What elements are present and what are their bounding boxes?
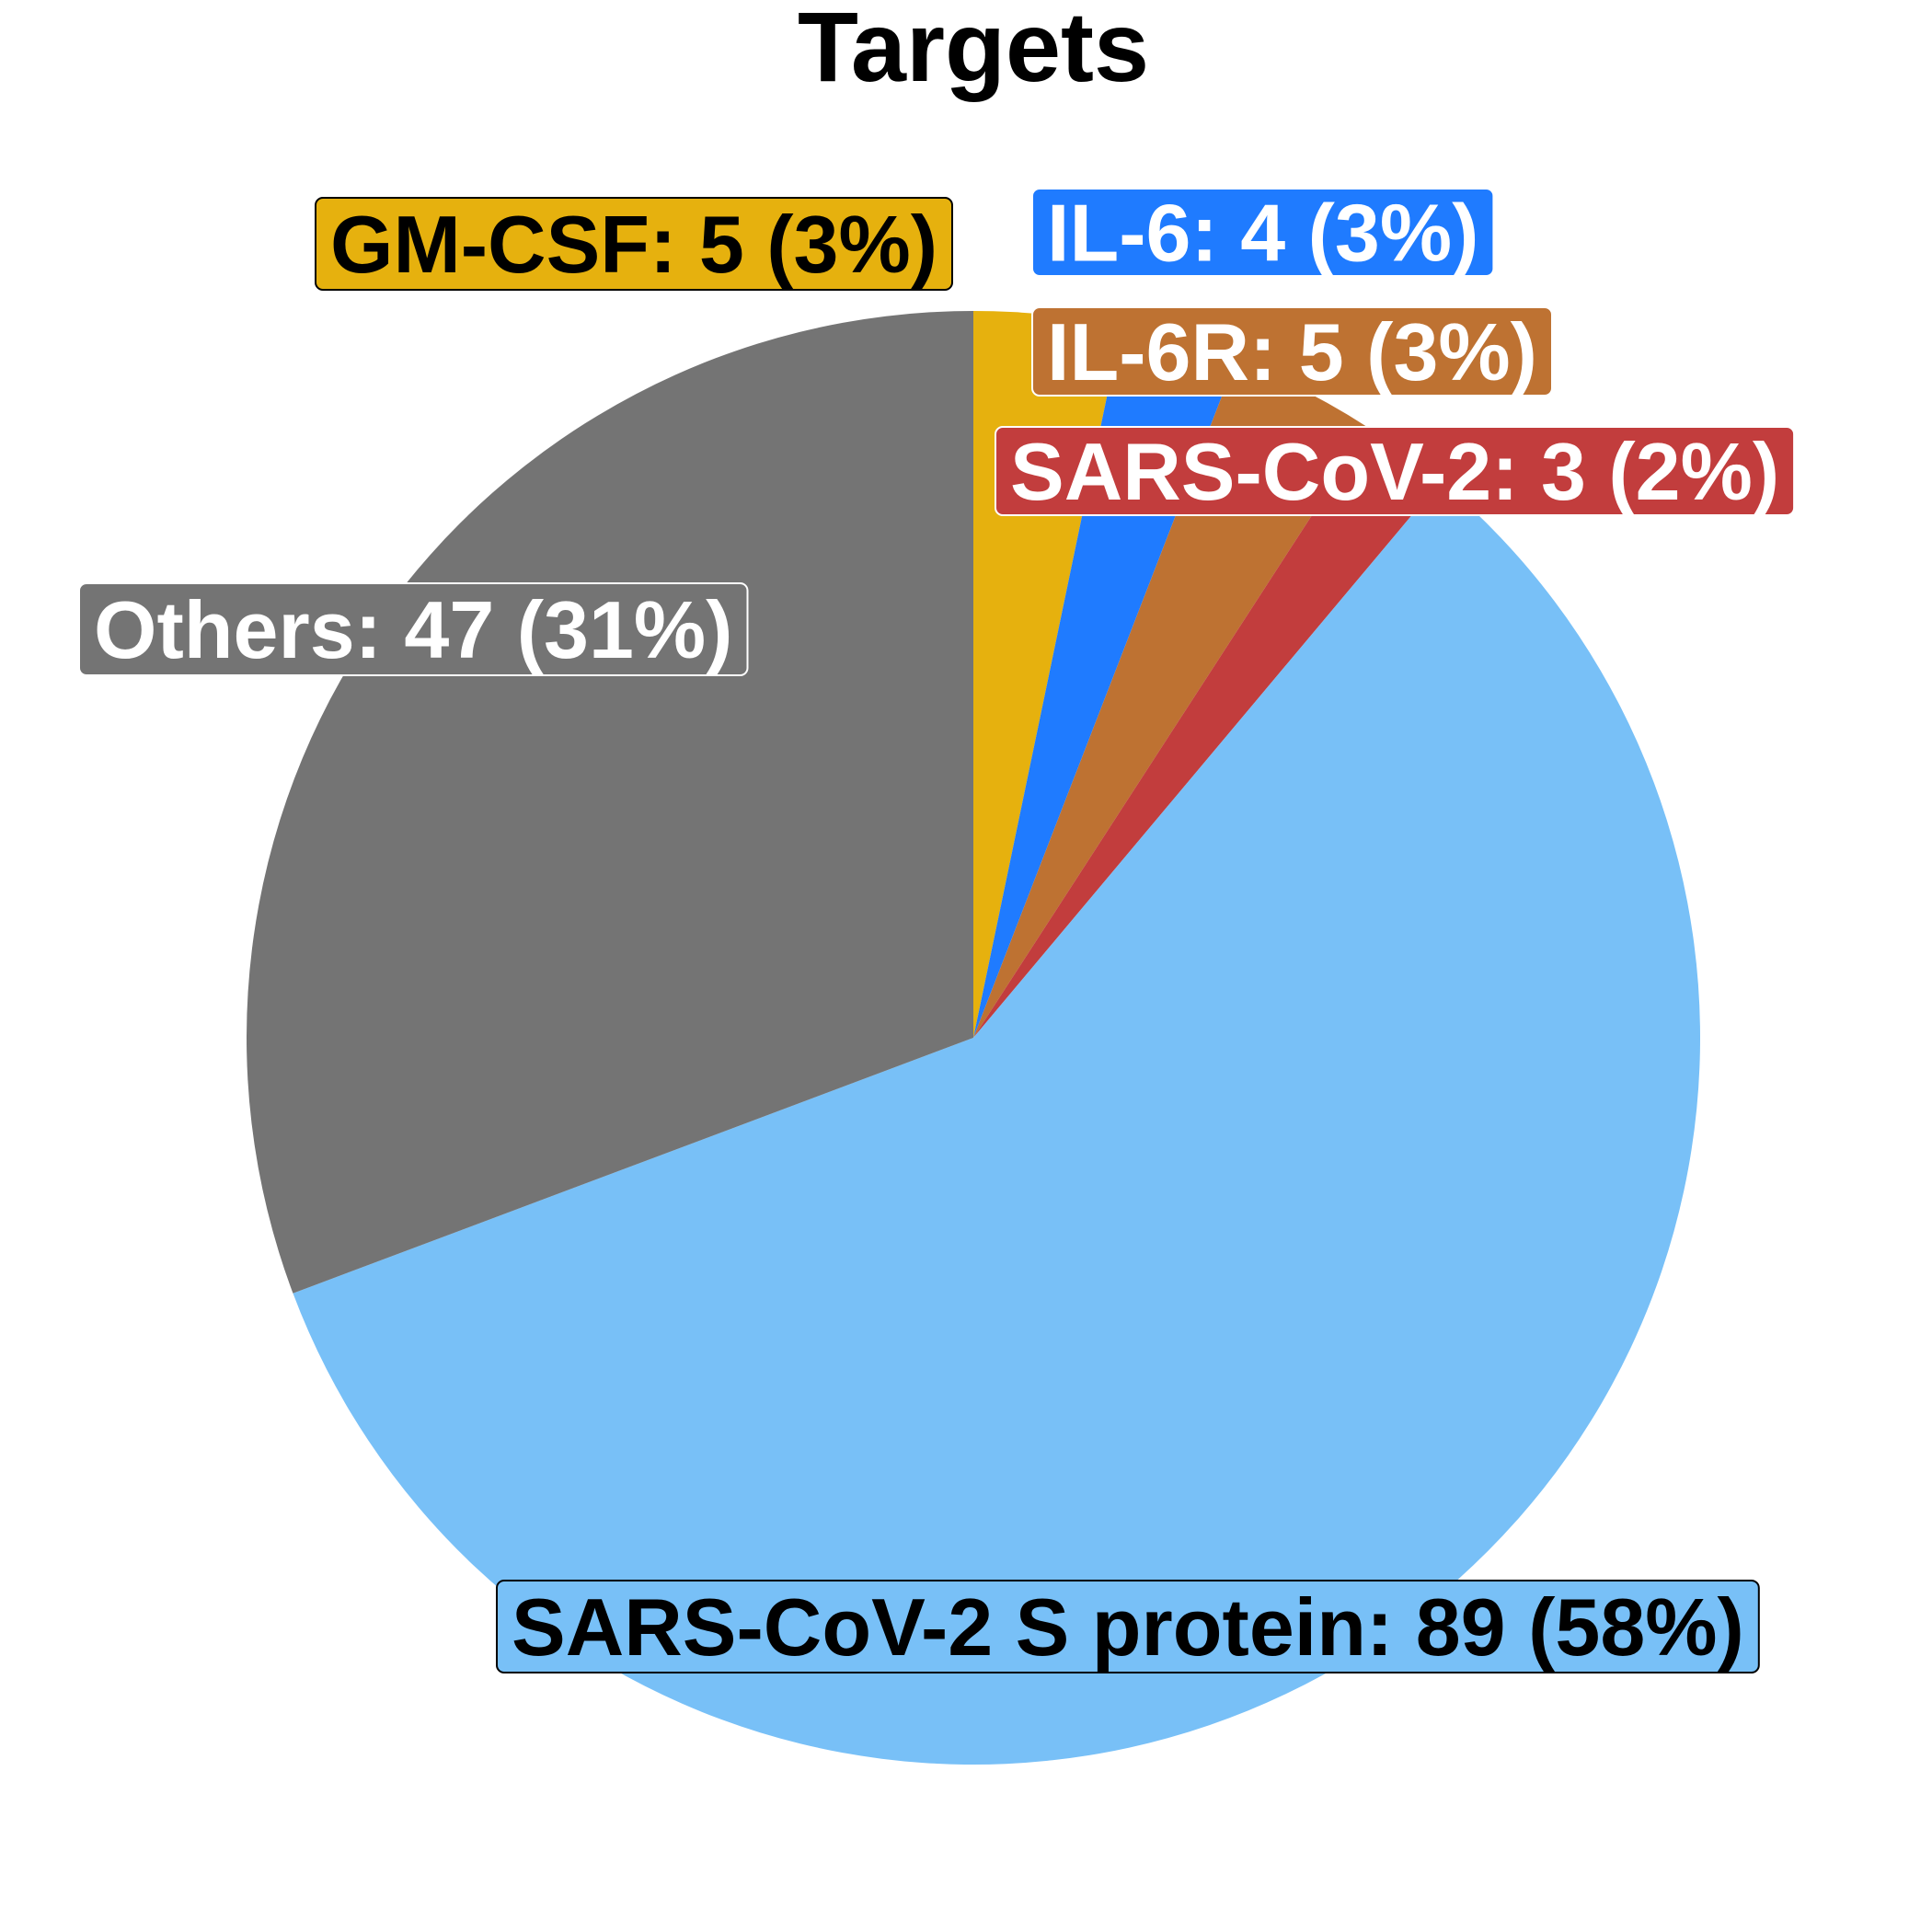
slice-label-box [315, 197, 953, 291]
slice-label-il-6r: IL-6R: 5 (3%) [1031, 306, 1553, 397]
slice-label-box [496, 1580, 1760, 1673]
slice-label-box [995, 426, 1796, 516]
slice-label-text: IL-6R: 5 (3%) [1047, 306, 1537, 397]
chart-title: Targets [798, 0, 1149, 102]
slice-label-text: SARS-CoV-2: 3 (2%) [1010, 426, 1779, 517]
slice-labels: GM-CSF: 5 (3%) IL-6: 4 (3%) IL-6R: 5 (3%) S… [78, 188, 1796, 1673]
slice-label-box [1031, 188, 1495, 277]
slice-label-text: SARS-CoV-2 S protein: 89 (58%) [512, 1581, 1744, 1673]
slice-label-text: IL-6: 4 (3%) [1047, 188, 1478, 279]
pie-slice-il-6r [973, 360, 1369, 1039]
slice-label-box [78, 582, 749, 676]
slice-label-gm-csf: GM-CSF: 5 (3%) [315, 197, 953, 291]
slice-label-others: Others: 47 (31%) [78, 582, 749, 676]
slice-label-il-6: IL-6: 4 (3%) [1031, 188, 1495, 279]
slice-label-sars-cov-2-s-protein: SARS-CoV-2 S protein: 89 (58%) [496, 1580, 1760, 1673]
pie-slice-sars-cov-2-s-protein [293, 480, 1701, 1765]
slice-label-text: Others: 47 (31%) [94, 584, 732, 675]
slice-label-text: GM-CSF: 5 (3%) [330, 199, 937, 290]
slice-label-box [1031, 306, 1553, 397]
pie-slice-sars-cov-2 [973, 428, 1441, 1038]
pie-slice-others [247, 311, 973, 1294]
slice-label-sars-cov-2: SARS-CoV-2: 3 (2%) [995, 426, 1796, 517]
pie-slices [247, 311, 1701, 1765]
